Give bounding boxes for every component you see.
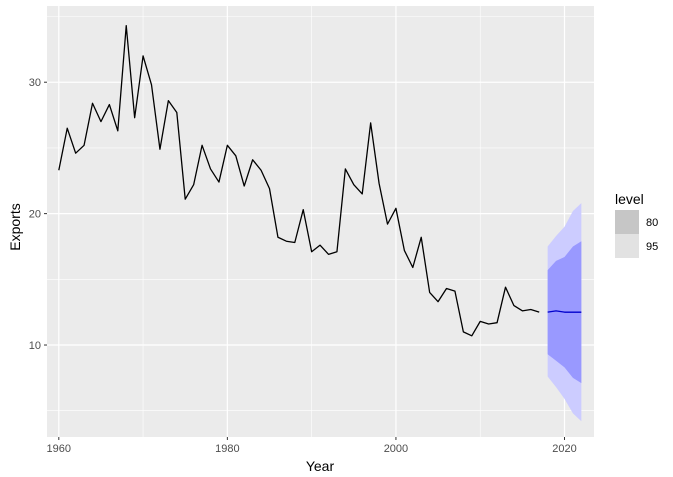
x-tick-label: 2020 bbox=[552, 443, 576, 455]
legend: level 80 95 bbox=[615, 191, 658, 258]
plot-panel bbox=[47, 6, 594, 437]
legend-key-80 bbox=[615, 210, 639, 234]
x-tick-label: 2000 bbox=[384, 443, 408, 455]
x-axis-ticks: 1960 1980 2000 2020 bbox=[47, 437, 577, 455]
forecast-line bbox=[547, 310, 582, 313]
y-tick-label: 20 bbox=[29, 209, 41, 221]
legend-label-95: 95 bbox=[646, 241, 658, 253]
x-axis-title: Year bbox=[306, 458, 335, 474]
y-tick-label: 30 bbox=[29, 77, 41, 89]
actual-line bbox=[58, 25, 540, 337]
x-tick-label: 1960 bbox=[47, 443, 71, 455]
series-lines bbox=[58, 25, 582, 337]
legend-key-95 bbox=[615, 234, 639, 258]
y-tick-label: 10 bbox=[29, 340, 41, 352]
y-axis-ticks: 10 20 30 bbox=[29, 77, 47, 352]
x-tick-label: 1980 bbox=[215, 443, 239, 455]
y-axis-title: Exports bbox=[7, 203, 23, 250]
minor-grid bbox=[47, 6, 594, 437]
legend-label-80: 80 bbox=[646, 217, 658, 229]
legend-title: level bbox=[615, 191, 644, 207]
